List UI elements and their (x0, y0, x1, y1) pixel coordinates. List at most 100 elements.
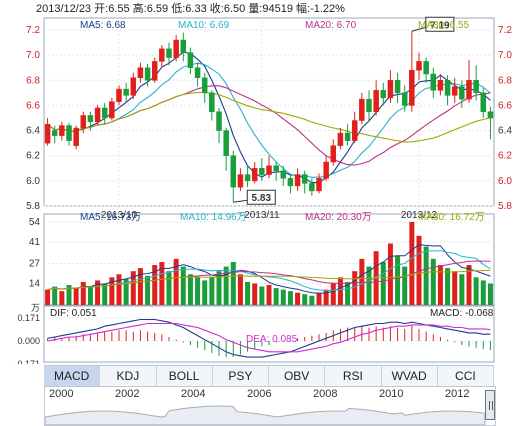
close-value: 6.50 (223, 3, 246, 15)
tab-rsi[interactable]: RSI (325, 366, 382, 386)
candle-body (137, 67, 144, 79)
candle-body (323, 161, 329, 179)
volume-bar (380, 261, 386, 305)
volume-bar (295, 292, 301, 305)
candle-body (287, 178, 294, 187)
candle-body (359, 98, 365, 121)
tab-wvad[interactable]: WVAD (382, 366, 438, 386)
volume-bar (437, 265, 443, 305)
volume-value: 94519 (262, 3, 293, 15)
macd-tick: 0.171 (17, 313, 40, 323)
candle-body (116, 88, 122, 102)
candle-body (209, 92, 215, 112)
min-callout-value: 5.83 (252, 193, 272, 204)
month-tick: 2013/11 (244, 210, 280, 221)
tab-obv[interactable]: OBV (269, 366, 326, 386)
volume-bar (66, 285, 72, 305)
volume-bar (95, 280, 101, 305)
price-tick-right: 6.2 (498, 151, 512, 162)
price-tick-left: 7.0 (26, 50, 40, 61)
volume-ma-line (47, 250, 491, 292)
price-tick-left: 6.8 (26, 75, 40, 86)
tab-cci[interactable]: CCI (438, 366, 494, 386)
volume-bar (80, 281, 86, 305)
candle-body (473, 80, 479, 94)
volume-bar (102, 283, 108, 305)
candle-body (73, 127, 79, 146)
candle-body (101, 107, 108, 119)
candle-body (337, 132, 344, 146)
volume-bar (266, 285, 272, 305)
volume-bar (109, 277, 115, 305)
tab-macd[interactable]: MACD (44, 366, 101, 386)
month-tick: 2013/10 (101, 210, 138, 221)
volume-bar (187, 274, 193, 305)
candle-body (166, 48, 172, 58)
price-tick-right: 6.4 (498, 126, 512, 137)
candle-body (94, 107, 101, 123)
price-ma-label: MA20: 6.70 (305, 20, 357, 31)
volume-bar (280, 289, 286, 305)
volume-bar (87, 286, 93, 305)
stock-chart[interactable]: 7.2 7.2 7.0 7.0 6.8 6.8 6.6 6.6 6.4 6.4 6.2 6.2 6.0 6… (0, 0, 520, 364)
volume-bar (145, 275, 151, 305)
candle-body (237, 174, 244, 188)
candle-body (159, 48, 165, 62)
volume-bar (309, 295, 315, 305)
candle-body (87, 115, 94, 123)
timeline-year: 2000 (49, 388, 74, 400)
candle-body (259, 168, 265, 175)
volume-bar (409, 222, 415, 305)
volume-bar (287, 291, 293, 305)
volume-tick: 41 (29, 237, 41, 248)
volume-ma-line (47, 269, 491, 291)
volume-bar (59, 291, 65, 305)
volume-bar (116, 274, 122, 305)
volume-bar (252, 283, 258, 305)
volume-tick: 27 (29, 259, 41, 270)
candle-body (173, 39, 179, 58)
candle-body (351, 120, 358, 141)
candle-body (401, 92, 408, 106)
tab-psy[interactable]: PSY (213, 366, 269, 386)
volume-bar (459, 274, 465, 305)
open-value: 6.55 (108, 3, 130, 15)
price-tick-left: 6.4 (26, 126, 40, 137)
volume-bar (166, 271, 172, 305)
price-ma-label: MA30: 6.55 (418, 20, 470, 31)
volume-bar (452, 271, 458, 305)
candle-body (66, 125, 72, 141)
price-tick-right: 7.2 (498, 25, 512, 36)
candle-body (373, 90, 379, 112)
dif-line (47, 318, 491, 358)
volume-bar (330, 283, 336, 305)
close-label: 收: (209, 3, 224, 15)
price-tick-right: 6.6 (498, 100, 512, 111)
volume-bar (237, 274, 243, 305)
volume-bar (316, 292, 322, 305)
candle-body (301, 174, 308, 184)
volume-bar (130, 271, 136, 305)
candle-body (309, 183, 315, 192)
volume-bar (137, 268, 143, 305)
volume-ma-label: MA30: 16.72万 (418, 212, 485, 223)
price-tick-right: 6.8 (498, 75, 512, 86)
candle-body (466, 80, 472, 100)
panel-frame (43, 305, 495, 363)
timeline-navigator[interactable]: 2000 2002 2004 2006 2008 2010 2012 (44, 386, 496, 426)
tab-boll[interactable]: BOLL (157, 366, 213, 386)
timeline-year: 2002 (115, 388, 140, 400)
tab-kdj[interactable]: KDJ (100, 366, 157, 386)
candle-body (151, 61, 158, 81)
candle-body (216, 111, 222, 131)
price-ma-label: MA10: 6.69 (178, 20, 230, 31)
candle-body (273, 165, 279, 172)
price-tick-left: 6.6 (26, 100, 40, 111)
timeline-handle-right[interactable] (485, 390, 495, 420)
volume-bar (423, 246, 429, 305)
volume-ma-label: MA10: 14.96万 (180, 212, 247, 223)
price-ma-line (47, 85, 491, 166)
candle-body (180, 39, 187, 53)
candle-body (59, 125, 65, 136)
timeline-year: 2004 (181, 388, 206, 400)
